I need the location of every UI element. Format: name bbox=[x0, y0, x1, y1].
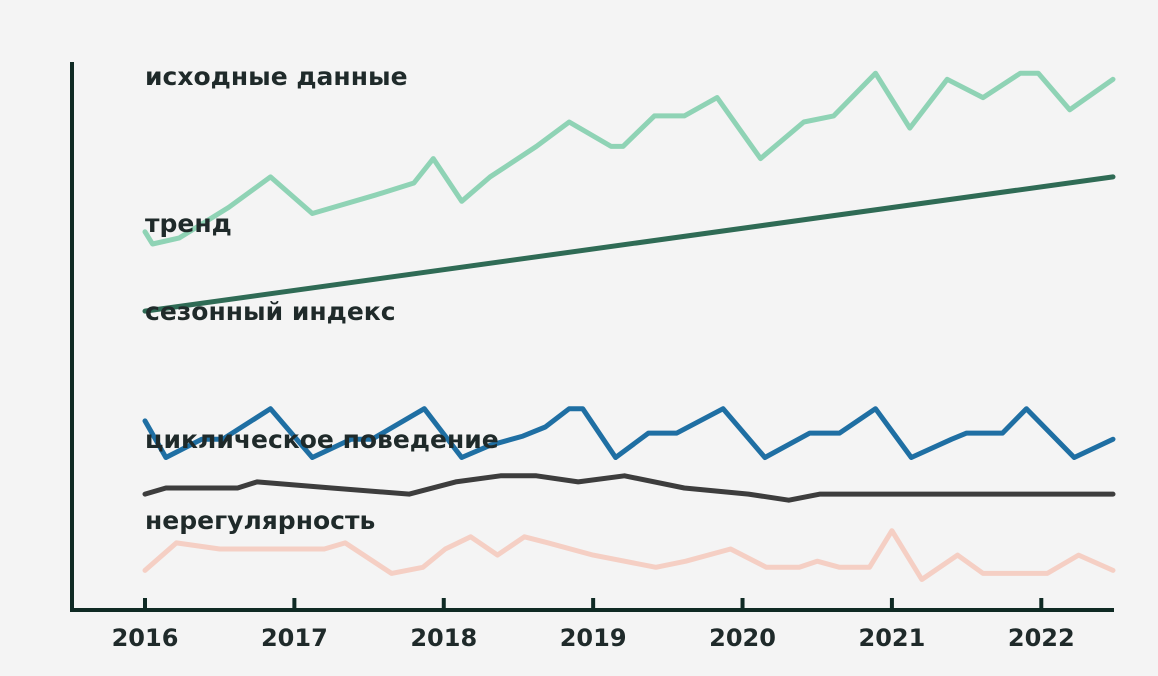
x-tick-label-2020: 2020 bbox=[709, 624, 776, 652]
x-tick-label-2016: 2016 bbox=[112, 624, 179, 652]
series-label-1: исходные данные bbox=[145, 62, 408, 91]
x-tick-label-2019: 2019 bbox=[560, 624, 627, 652]
x-tick-label-2018: 2018 bbox=[410, 624, 477, 652]
series-label-2: тренд bbox=[145, 209, 232, 238]
series-labels: исходные данные тренд сезонный индекс цикли… bbox=[145, 62, 499, 535]
series-line-4 bbox=[142, 473, 1116, 503]
series-line-2 bbox=[142, 174, 1116, 314]
series-label-3: сезонный индекс bbox=[145, 297, 396, 326]
series-line-3 bbox=[142, 406, 1116, 460]
x-tick-label-2022: 2022 bbox=[1008, 624, 1075, 652]
series-label-5: нерегулярность bbox=[145, 506, 375, 535]
x-axis-ticks: 2016 2017 2018 2019 2020 2021 2022 bbox=[112, 598, 1075, 652]
series-label-4: циклическое поведение bbox=[145, 425, 499, 454]
series-line-1 bbox=[142, 70, 1116, 247]
series-lines bbox=[142, 70, 1116, 582]
series-line-5 bbox=[142, 528, 1116, 582]
x-tick-label-2017: 2017 bbox=[261, 624, 328, 652]
x-tick-label-2021: 2021 bbox=[859, 624, 926, 652]
